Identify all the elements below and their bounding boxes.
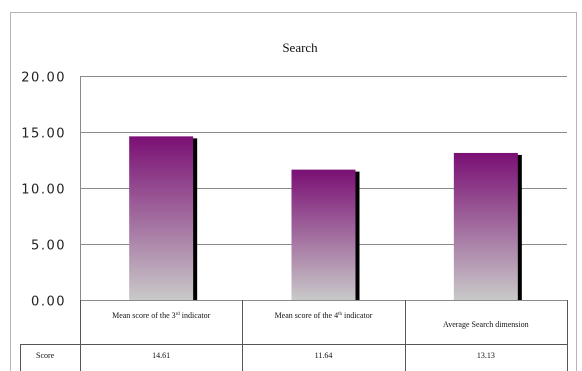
category-label: Average Search dimension xyxy=(443,320,529,329)
y-tick-label: 15.00 xyxy=(21,127,66,142)
y-tick-label: 10.00 xyxy=(21,183,66,198)
chart-title: Search xyxy=(282,40,318,55)
y-tick-label: 5.00 xyxy=(31,239,66,254)
table-cell: 14.61 xyxy=(152,351,170,360)
y-axis-ticks: 0.00 5.00 10.00 15.00 20.00 xyxy=(21,71,66,310)
data-table: Mean score of the 3rd indicator Mean scor… xyxy=(20,300,568,371)
table-cell: 11.64 xyxy=(315,351,333,360)
y-tick-label: 0.00 xyxy=(31,295,66,310)
category-label: Mean score of the 4th indicator xyxy=(275,311,373,320)
bars xyxy=(129,136,522,300)
table-cell: 13.13 xyxy=(477,351,495,360)
chart-border xyxy=(10,12,577,371)
bar xyxy=(129,136,194,300)
y-tick-label: 20.00 xyxy=(21,71,66,86)
table-row-label: Score xyxy=(36,351,55,360)
bar xyxy=(453,152,518,300)
category-label: Mean score of the 3rd indicator xyxy=(112,311,210,320)
bar xyxy=(291,169,356,300)
